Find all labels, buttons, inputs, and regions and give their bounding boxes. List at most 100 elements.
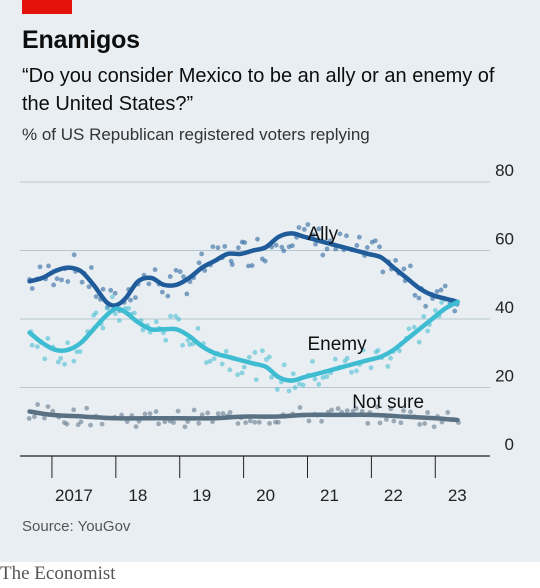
brand-red-tab [22, 0, 72, 14]
poll-dot-2 [199, 412, 205, 418]
poll-dot-2 [78, 419, 84, 425]
poll-dot-2 [445, 410, 451, 415]
poll-dot-1 [45, 336, 51, 341]
poll-dot-1 [207, 358, 213, 364]
poll-dot-0 [310, 232, 316, 238]
poll-dot-2 [344, 408, 350, 413]
poll-dot-2 [297, 405, 303, 410]
poll-dot-0 [372, 238, 378, 244]
poll-dot-1 [132, 310, 137, 316]
poll-dot-2 [391, 418, 397, 424]
poll-dot-2 [374, 404, 380, 410]
poll-dot-1 [227, 367, 233, 373]
poll-dot-2 [156, 421, 161, 427]
poll-dot-1 [55, 359, 61, 365]
poll-dot-1 [62, 361, 67, 367]
poll-dot-2 [335, 406, 341, 411]
poll-dot-1 [432, 308, 438, 313]
x-tick-label: 22 [384, 486, 403, 505]
poll-dot-1 [204, 360, 209, 365]
poll-dot-0 [242, 240, 248, 245]
poll-dot-2 [64, 421, 70, 427]
poll-dot-0 [159, 289, 165, 295]
x-tick-label: 19 [192, 486, 211, 505]
y-axis-labels: 0 20 40 60 80 [495, 161, 514, 454]
publisher-logo: The Economist [0, 563, 116, 584]
poll-dot-1 [112, 311, 118, 317]
poll-dot-1 [368, 365, 374, 371]
y-tick-label: 0 [505, 435, 514, 454]
poll-dot-1 [269, 374, 274, 380]
poll-dot-2 [50, 408, 56, 414]
poll-dot-0 [416, 295, 422, 301]
poll-dot-2 [210, 419, 215, 425]
poll-dot-0 [222, 244, 228, 249]
poll-dot-2 [377, 420, 383, 426]
poll-dot-0 [167, 274, 173, 279]
poll-dot-1 [140, 327, 146, 333]
x-tick-label: 20 [256, 486, 275, 505]
poll-dot-1 [100, 325, 106, 331]
poll-dot-0 [452, 308, 458, 314]
poll-dot-1 [161, 330, 166, 336]
poll-dot-1 [219, 361, 225, 367]
poll-dot-0 [29, 286, 35, 291]
annotation-enemy: Enemy [308, 334, 368, 355]
y-tick-label: 60 [495, 230, 514, 249]
poll-dot-2 [408, 409, 413, 415]
poll-dot-0 [246, 263, 251, 269]
poll-dot-2 [350, 408, 356, 414]
poll-dot-2 [422, 421, 428, 426]
poll-dot-2 [353, 406, 359, 411]
poll-dot-0 [112, 290, 118, 296]
poll-dot-1 [324, 374, 330, 379]
poll-dot-1 [397, 348, 402, 354]
poll-dot-1 [71, 358, 77, 364]
poll-dot-1 [411, 324, 417, 330]
poll-dot-1 [211, 356, 217, 362]
poll-dot-1 [274, 387, 280, 392]
poll-dot-1 [354, 368, 359, 374]
poll-dot-1 [223, 348, 229, 354]
poll-dot-0 [344, 233, 349, 239]
poll-dot-0 [289, 243, 295, 249]
poll-dot-2 [45, 404, 51, 410]
poll-dot-1 [332, 356, 338, 362]
poll-dot-1 [439, 300, 444, 305]
poll-dot-2 [252, 419, 258, 425]
poll-dot-0 [356, 234, 362, 240]
poll-dot-0 [100, 286, 106, 292]
poll-dot-0 [281, 248, 287, 254]
poll-dot-0 [393, 258, 399, 263]
poll-dot-1 [360, 347, 366, 353]
poll-dot-0 [320, 252, 326, 258]
poll-dot-0 [196, 260, 202, 266]
x-tick-label: 23 [448, 486, 467, 505]
poll-dot-1 [310, 358, 315, 364]
poll-dot-0 [354, 242, 360, 248]
poll-dot-2 [171, 420, 176, 426]
poll-dot-0 [184, 291, 190, 297]
poll-dot-0 [412, 292, 418, 298]
poll-dot-1 [259, 348, 265, 354]
poll-dot-1 [235, 372, 240, 378]
poll-dot-0 [279, 244, 285, 250]
poll-dot-1 [281, 362, 287, 368]
poll-dot-1 [286, 388, 292, 394]
poll-dot-0 [128, 297, 133, 303]
poll-dot-1 [300, 382, 306, 388]
poll-dot-0 [273, 242, 279, 248]
poll-dot-0 [229, 262, 235, 267]
poll-dot-1 [176, 316, 182, 322]
poll-dot-0 [313, 241, 318, 247]
y-tick-label: 80 [495, 161, 514, 180]
poll-dot-0 [423, 303, 429, 309]
poll-dot-2 [42, 415, 47, 421]
poll-dot-2 [319, 418, 324, 424]
poll-dot-1 [116, 318, 122, 323]
poll-dot-2 [26, 416, 32, 421]
poll-dot-0 [181, 274, 186, 280]
poll-dot-2 [162, 419, 168, 425]
poll-dot-1 [406, 326, 412, 332]
poll-dot-1 [388, 355, 393, 361]
